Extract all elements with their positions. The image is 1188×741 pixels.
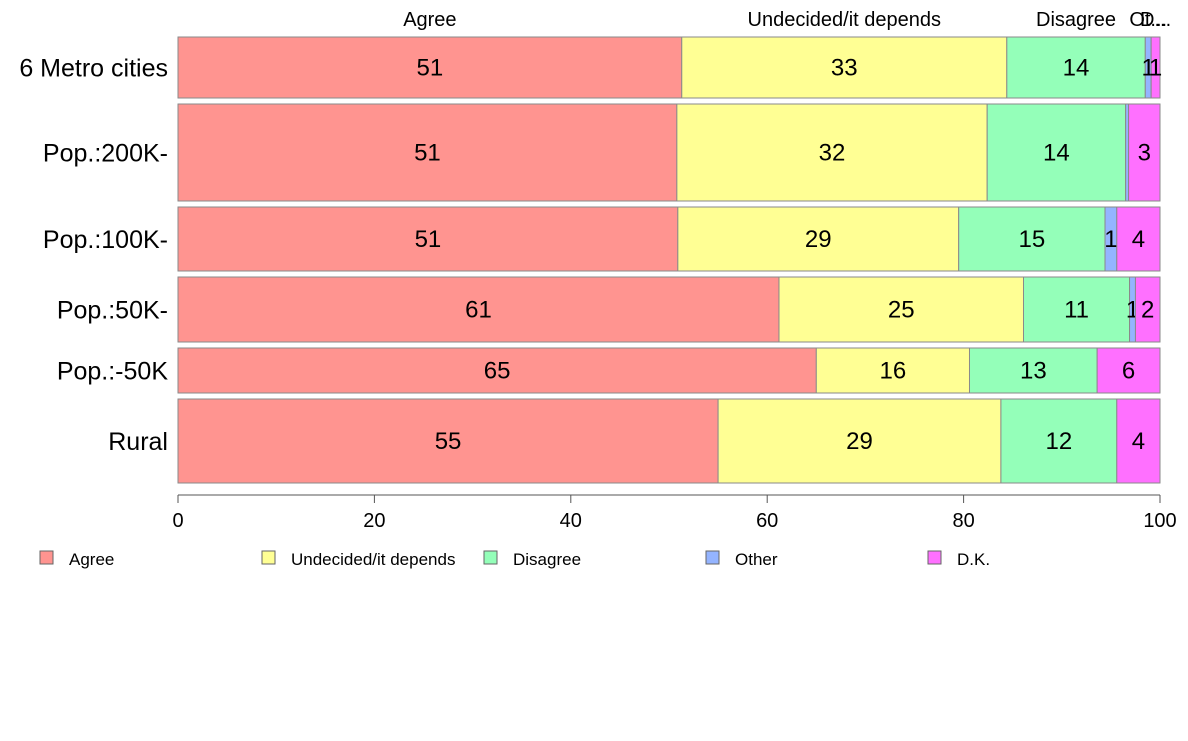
data-label: 11 (1064, 297, 1089, 324)
data-label: 15 (1018, 226, 1045, 253)
bar-segment (1116, 206, 1161, 272)
bar-segment (968, 347, 1098, 394)
data-label: 51 (414, 140, 441, 167)
bar-segment (677, 206, 960, 272)
bar-segment (717, 398, 1002, 484)
data-label: 61 (465, 297, 492, 324)
bar-segment (1096, 347, 1161, 394)
top-series-label: Undecided/it depends (748, 9, 941, 31)
category-label: Pop.:-50K (57, 358, 169, 386)
bar-segment (177, 398, 719, 484)
data-label: 51 (415, 226, 442, 253)
bar-segment (177, 347, 817, 394)
data-label: 2 (1141, 297, 1154, 324)
bar-segment (177, 276, 780, 343)
legend-swatch (927, 550, 942, 565)
legend-swatch (705, 550, 720, 565)
legend-label: Disagree (513, 550, 581, 569)
bar-segment (815, 347, 970, 394)
x-tick-label: 0 (172, 510, 183, 532)
bar-segment (1023, 276, 1131, 343)
data-label: 6 (1122, 358, 1135, 385)
x-tick-label: 60 (756, 510, 778, 532)
legend-swatch (483, 550, 498, 565)
bar-segment (1150, 36, 1161, 99)
bar-segment (1128, 103, 1161, 202)
data-label: 29 (805, 226, 832, 253)
data-label: 3 (1138, 140, 1151, 167)
bar-segment (1116, 398, 1161, 484)
legend-label: Undecided/it depends (291, 550, 455, 569)
data-label: 29 (846, 428, 873, 455)
bar-segment (1000, 398, 1118, 484)
x-tick-label: 20 (363, 510, 385, 532)
data-label: 14 (1043, 140, 1070, 167)
category-label: Rural (108, 428, 168, 456)
data-label: 1 (1104, 226, 1117, 253)
data-label: 1 (1149, 55, 1162, 82)
category-label: Pop.:50K- (57, 297, 168, 325)
data-label: 25 (888, 297, 915, 324)
legend-label: D.K. (957, 550, 990, 569)
data-label: 33 (831, 55, 858, 82)
legend-label: Other (735, 550, 778, 569)
x-tick-label: 100 (1143, 510, 1176, 532)
top-series-label: Agree (403, 9, 456, 31)
legend-swatch (39, 550, 54, 565)
top-series-label: D... (1140, 9, 1171, 31)
x-tick-label: 40 (560, 510, 582, 532)
bar-segment (958, 206, 1106, 272)
data-label: 4 (1132, 428, 1145, 455)
data-label: 51 (417, 55, 444, 82)
bar-segment (1134, 276, 1161, 343)
bar-segment (681, 36, 1008, 99)
top-series-label: Disagree (1036, 9, 1116, 31)
legend-label: Agree (69, 550, 114, 569)
bar-segment (177, 206, 679, 272)
legend-swatch (261, 550, 276, 565)
data-label: 65 (484, 358, 511, 385)
data-label: 32 (819, 140, 846, 167)
category-label: Pop.:200K- (43, 140, 168, 168)
category-label: Pop.:100K- (43, 226, 168, 254)
data-label: 4 (1132, 226, 1145, 253)
x-tick-label: 80 (952, 510, 974, 532)
data-label: 55 (435, 428, 462, 455)
data-label: 12 (1046, 428, 1073, 455)
top-series-label: Ot... (1129, 9, 1167, 31)
bar-segment (676, 103, 988, 202)
data-label: 14 (1063, 55, 1090, 82)
category-label: 6 Metro cities (19, 55, 168, 83)
bar-segment (177, 103, 678, 202)
bar-segment (778, 276, 1025, 343)
data-label: 13 (1020, 358, 1047, 385)
bar-segment (986, 103, 1127, 202)
data-label: 16 (880, 358, 907, 385)
